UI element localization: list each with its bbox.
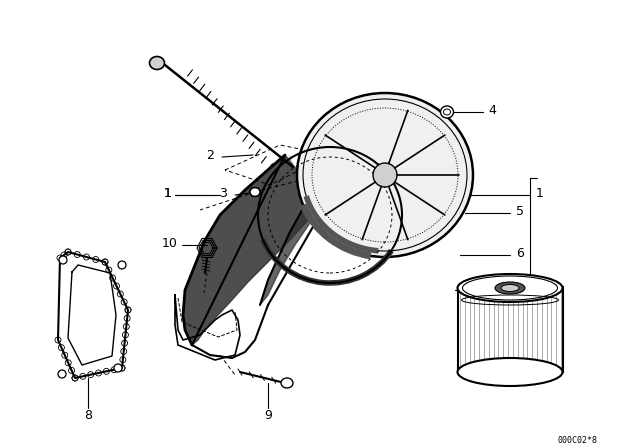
Text: 1: 1 [536, 186, 544, 199]
Ellipse shape [440, 106, 454, 118]
Ellipse shape [250, 188, 260, 197]
Text: 9: 9 [264, 409, 272, 422]
Ellipse shape [501, 284, 519, 292]
Text: 1: 1 [164, 186, 172, 199]
Ellipse shape [58, 370, 66, 378]
Ellipse shape [495, 282, 525, 294]
Text: 3: 3 [219, 186, 227, 199]
Ellipse shape [458, 358, 563, 386]
Ellipse shape [297, 93, 473, 257]
Ellipse shape [59, 256, 67, 264]
Polygon shape [185, 145, 370, 340]
Text: 4: 4 [488, 103, 496, 116]
Ellipse shape [281, 378, 293, 388]
Ellipse shape [114, 364, 122, 372]
Ellipse shape [458, 274, 563, 302]
Ellipse shape [150, 56, 164, 69]
Text: 1: 1 [164, 186, 172, 199]
Polygon shape [260, 145, 370, 305]
Text: 6: 6 [516, 246, 524, 259]
Polygon shape [183, 155, 325, 345]
Text: 000C02*8: 000C02*8 [558, 435, 598, 444]
Text: 8: 8 [84, 409, 92, 422]
Ellipse shape [373, 163, 397, 187]
Bar [458, 287, 563, 372]
Text: 7: 7 [516, 281, 524, 294]
Text: 2: 2 [206, 148, 214, 161]
Text: 5: 5 [516, 204, 524, 217]
Text: 10: 10 [162, 237, 178, 250]
Ellipse shape [118, 261, 126, 269]
